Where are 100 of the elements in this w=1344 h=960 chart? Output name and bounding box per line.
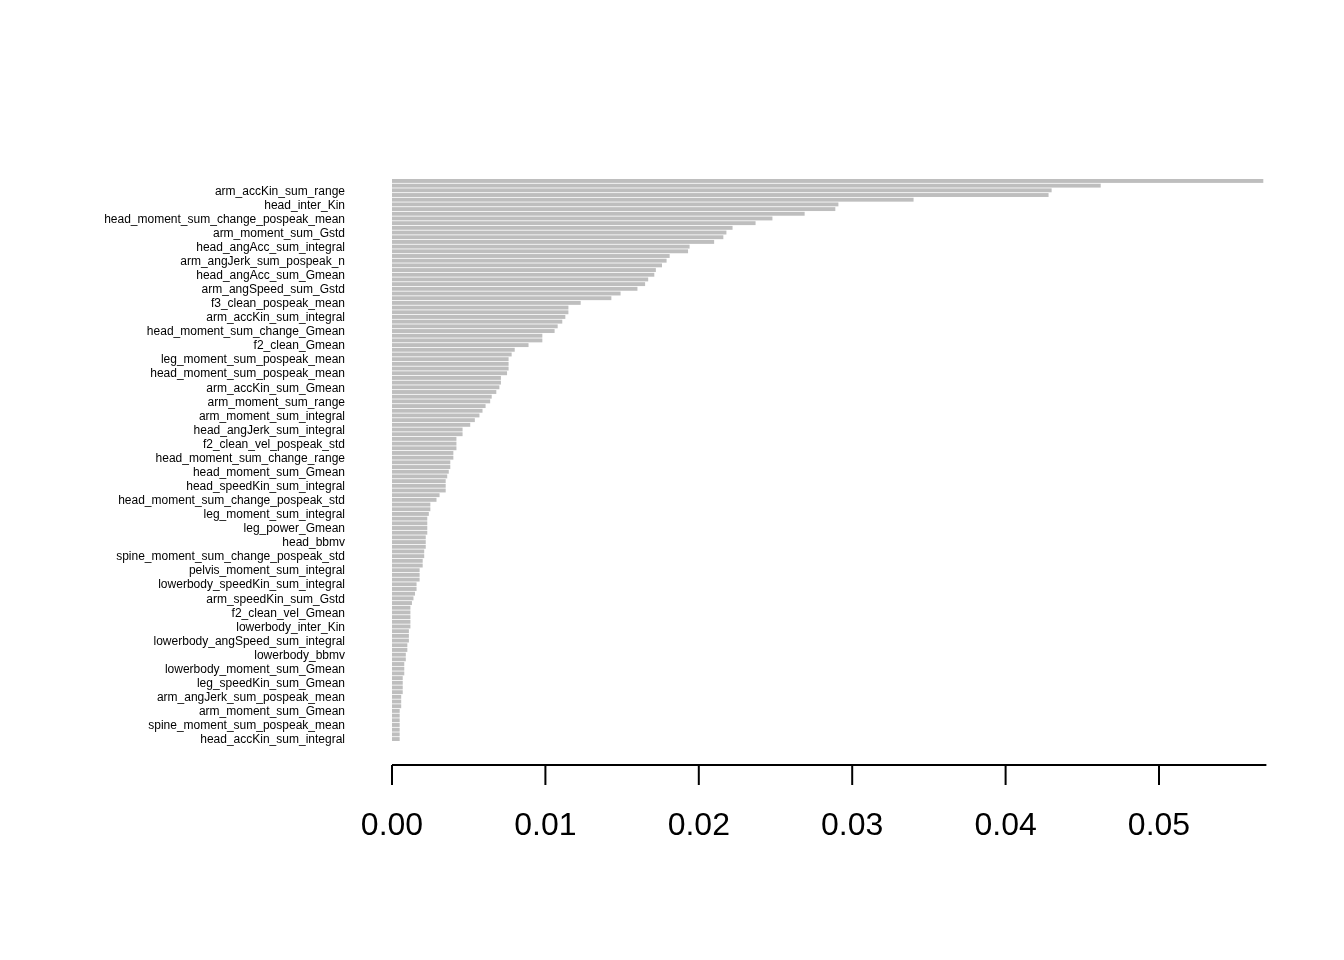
x-tick-label: 0.04 [974, 806, 1037, 842]
bar [392, 249, 689, 254]
y-tick-label: f2_clean_Gmean [253, 338, 345, 353]
bar [392, 324, 558, 329]
bar [392, 694, 402, 699]
bar [392, 690, 403, 695]
bar [392, 521, 428, 526]
bar [392, 310, 569, 315]
bar [392, 483, 446, 488]
y-tick-label: head_moment_sum_change_range [155, 450, 346, 465]
y-tick-label: f2_clean_vel_pospeak_std [202, 436, 345, 451]
bar [392, 582, 417, 587]
x-tick-label: 0.02 [667, 806, 730, 842]
y-tick-label: head_angAcc_sum_integral [196, 239, 345, 254]
y-tick-label: arm_accKin_sum_range [214, 183, 346, 198]
bar [392, 629, 409, 634]
y-tick-label: arm_moment_sum_range [207, 394, 346, 409]
y-tick-label: arm_moment_sum_Gstd [212, 225, 345, 240]
y-tick-label: arm_speedKin_sum_Gstd [206, 591, 345, 606]
bar [392, 619, 411, 624]
y-tick-label: head_inter_Kin [264, 197, 345, 212]
bar [392, 413, 480, 418]
y-tick-label: lowerbody_bbmv [254, 647, 345, 662]
y-tick-label: head_moment_sum_pospeak_mean [150, 366, 345, 381]
y-tick-label: leg_speedKin_sum_Gmean [196, 675, 345, 690]
y-tick-label: arm_moment_sum_Gmean [198, 704, 345, 719]
x-tick-label: 0.03 [821, 806, 884, 842]
y-tick-label: head_moment_sum_Gmean [192, 464, 345, 479]
bar [392, 727, 400, 732]
bar [392, 680, 403, 685]
y-tick-label: pelvis_moment_sum_integral [188, 563, 345, 578]
y-tick-label: head_moment_sum_change_Gmean [146, 324, 345, 339]
y-tick-label: head_bbmv [282, 535, 345, 550]
y-tick-label: f2_clean_vel_Gmean [231, 605, 345, 620]
bar [392, 605, 411, 610]
x-tick-label: 0.01 [514, 806, 577, 842]
bar [392, 272, 655, 277]
y-tick-label: head_speedKin_sum_integral [186, 478, 345, 493]
bar [392, 704, 402, 709]
bar [392, 422, 471, 427]
bar [392, 357, 509, 362]
y-tick-label: arm_angJerk_sum_pospeak_mean [156, 690, 345, 705]
bar [392, 371, 508, 376]
y-tick-label: leg_power_Gmean [243, 521, 345, 536]
x-tick-label: 0.00 [360, 806, 424, 842]
bar [392, 432, 463, 437]
y-tick-label: spine_moment_sum_pospeak_mean [148, 718, 345, 733]
y-tick-label: lowerbody_speedKin_sum_integral [158, 577, 345, 592]
bar [392, 657, 406, 662]
bar [392, 591, 416, 596]
y-tick-label: arm_moment_sum_integral [198, 408, 345, 423]
bar [392, 258, 667, 263]
y-tick-label: leg_moment_sum_pospeak_mean [160, 352, 345, 367]
bar [392, 596, 414, 601]
bar [392, 643, 408, 648]
y-tick-label: lowerbody_inter_Kin [236, 619, 345, 634]
bar [392, 455, 454, 460]
bar [392, 530, 428, 535]
bar [392, 385, 500, 390]
y-tick-label: f3_clean_pospeak_mean [210, 296, 345, 311]
y-tick-label: leg_moment_sum_integral [203, 507, 345, 522]
y-tick-label: head_angJerk_sum_integral [193, 422, 345, 437]
bar [392, 554, 425, 559]
bar [392, 235, 724, 240]
y-tick-label: arm_angSpeed_sum_Gstd [201, 282, 345, 297]
bar [392, 507, 431, 512]
bar [392, 338, 543, 343]
bar [392, 460, 451, 465]
bar [392, 610, 411, 615]
bar [392, 577, 420, 582]
bar [392, 732, 400, 737]
bar [392, 535, 426, 540]
bar [392, 558, 423, 563]
bar [392, 713, 400, 718]
bar [392, 652, 406, 657]
y-tick-label: spine_moment_sum_change_pospeak_std [116, 549, 345, 564]
bar [392, 474, 448, 479]
bar [392, 380, 501, 385]
bar [392, 446, 457, 451]
bar [392, 666, 405, 671]
y-tick-label: head_moment_sum_change_pospeak_std [118, 493, 345, 508]
y-tick-label: head_angAcc_sum_Gmean [196, 267, 345, 282]
bar [392, 399, 491, 404]
bar [392, 469, 449, 474]
bar [392, 408, 483, 413]
y-tick-label: head_accKin_sum_integral [200, 732, 345, 747]
bar [392, 718, 400, 723]
bar [392, 361, 509, 366]
bar [392, 638, 409, 643]
bar [392, 319, 563, 324]
bar [392, 516, 428, 521]
bar [392, 544, 426, 549]
y-tick-label: arm_accKin_sum_Gmean [206, 380, 345, 395]
bar [392, 671, 405, 676]
bar [392, 441, 457, 446]
y-tick-label: lowerbody_moment_sum_Gmean [164, 661, 345, 676]
y-tick-label: arm_angJerk_sum_pospeak_n [180, 253, 345, 268]
x-tick-label: 0.05 [1127, 806, 1191, 842]
bar [392, 568, 420, 573]
bar [392, 394, 492, 399]
